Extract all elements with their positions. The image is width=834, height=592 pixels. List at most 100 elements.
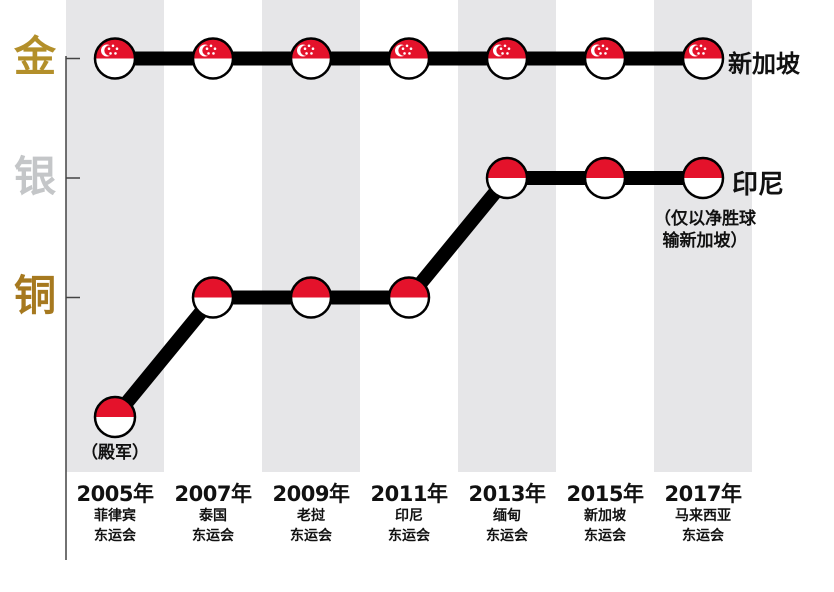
flag-red-half — [585, 158, 625, 178]
tick-year: 2017年 — [664, 482, 742, 506]
flag-star — [311, 47, 315, 51]
marker-indonesia-2009年 — [289, 276, 333, 319]
marker-singapore-2009年 — [289, 37, 333, 80]
flag-star — [307, 44, 311, 48]
marker-indonesia-2017年 — [681, 156, 725, 200]
flag-red-half — [585, 38, 625, 59]
flag-red-half — [193, 277, 233, 298]
flag-star — [703, 47, 707, 51]
flag-star — [702, 52, 705, 55]
flag-outline — [289, 276, 333, 319]
flag-star — [114, 52, 117, 55]
flag-star — [499, 47, 503, 51]
indonesia-note: （仅以净胜球 输新加坡） — [630, 208, 780, 252]
flag-outline — [681, 37, 725, 80]
series-label-indonesia: 印尼 — [732, 170, 785, 200]
flag-star — [699, 44, 703, 48]
tick-event: 东运会 — [486, 528, 528, 544]
flag-star — [597, 47, 601, 51]
marker-indonesia-2011年 — [387, 276, 431, 319]
flag-outline — [583, 156, 627, 200]
flag-outline — [289, 37, 333, 80]
medal-label-gold: 金 — [14, 32, 57, 81]
tick-year: 2005年 — [76, 482, 154, 506]
tick-event: 东运会 — [192, 528, 234, 544]
flag-star — [697, 52, 700, 55]
marker-singapore-2005年 — [93, 37, 137, 80]
tick-event: 东运会 — [388, 528, 430, 544]
tick-event: 东运会 — [584, 528, 626, 544]
flag-outline — [681, 156, 725, 200]
tick-host: 印尼 — [395, 508, 423, 524]
flag-star — [310, 52, 313, 55]
flag-outline — [387, 37, 431, 80]
flag-red-half — [389, 277, 429, 298]
flag-crescent-cut — [300, 45, 311, 56]
marker-indonesia-2013年 — [485, 156, 529, 200]
flag-star — [209, 44, 213, 48]
flag-outline — [583, 37, 627, 80]
series-lines — [109, 51, 703, 422]
flag-outline — [93, 395, 137, 439]
x-tick-2007: 2007年 泰国 东运会 — [164, 482, 262, 546]
flag-crescent-cut — [496, 45, 507, 56]
tick-year: 2009年 — [272, 482, 350, 506]
y-axis — [65, 56, 80, 560]
flag-star — [212, 52, 215, 55]
flag-star — [408, 52, 411, 55]
flag-star — [207, 52, 210, 55]
marker-singapore-2013年 — [485, 37, 529, 80]
x-tick-2017: 2017年 马来西亚 东运会 — [654, 482, 752, 546]
flag-star — [601, 44, 605, 48]
flag-red-half — [193, 38, 233, 59]
tick-event: 东运会 — [290, 528, 332, 544]
flag-star — [409, 47, 413, 51]
marker-indonesia-2007年 — [191, 276, 235, 319]
marker-indonesia-2015年 — [583, 156, 627, 200]
flag-crescent-cut — [594, 45, 605, 56]
tick-year: 2007年 — [174, 482, 252, 506]
flag-red-half — [95, 397, 135, 417]
tick-host: 老挝 — [297, 508, 325, 524]
series-label-singapore: 新加坡 — [728, 50, 800, 78]
flag-star — [604, 52, 607, 55]
flag-star — [401, 47, 405, 51]
flag-crescent-cut — [202, 45, 213, 56]
flag-star — [305, 52, 308, 55]
flag-star — [605, 47, 609, 51]
x-tick-2013: 2013年 缅甸 东运会 — [458, 482, 556, 546]
flag-star — [109, 52, 112, 55]
flag-outline — [93, 37, 137, 80]
x-tick-2011: 2011年 印尼 东运会 — [360, 482, 458, 546]
flag-star — [503, 44, 507, 48]
marker-singapore-2007年 — [191, 37, 235, 80]
flag-red-half — [389, 38, 429, 59]
flag-star — [599, 52, 602, 55]
flag-star — [506, 52, 509, 55]
medal-label-silver: 银 — [14, 152, 57, 201]
flag-red-half — [683, 158, 723, 178]
flag-star — [111, 44, 115, 48]
tick-event: 东运会 — [682, 528, 724, 544]
flag-crescent-cut — [398, 45, 409, 56]
x-tick-2005: 2005年 菲律宾 东运会 — [66, 482, 164, 546]
flag-outline — [485, 37, 529, 80]
flag-star — [205, 47, 209, 51]
flag-star — [303, 47, 307, 51]
flag-red-half — [291, 277, 331, 298]
tick-host: 泰国 — [199, 508, 227, 524]
marker-singapore-2017年 — [681, 37, 725, 80]
tick-year: 2011年 — [370, 482, 448, 506]
flag-outline — [387, 276, 431, 319]
flag-star — [107, 47, 111, 51]
indonesia-note-line2: 输新加坡） — [662, 231, 748, 251]
flag-outline — [191, 37, 235, 80]
flag-outline — [191, 276, 235, 319]
tick-event: 东运会 — [94, 528, 136, 544]
flag-star — [501, 52, 504, 55]
flag-red-half — [487, 158, 527, 178]
flag-star — [213, 47, 217, 51]
marker-singapore-2015年 — [583, 37, 627, 80]
medal-label-bronze: 铜 — [14, 271, 57, 320]
